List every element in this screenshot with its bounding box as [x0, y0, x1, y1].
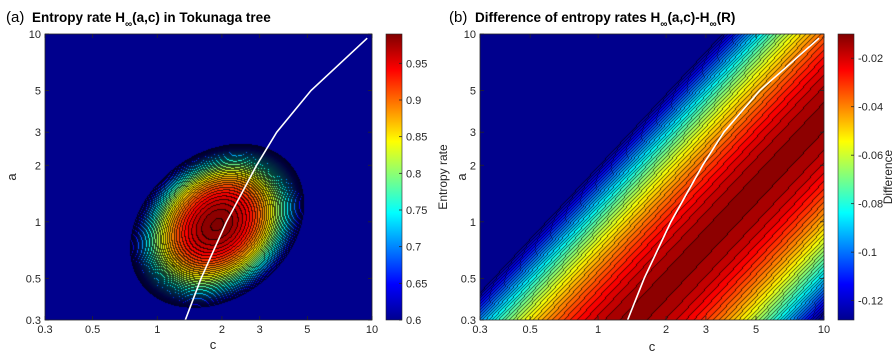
y-tick-label: 0.5 [26, 273, 41, 285]
colorbar-tick-label: 0.95 [406, 58, 427, 70]
y-tick-label: 2 [470, 160, 476, 172]
y-tick-label: 10 [464, 29, 476, 41]
x-tick-label: 5 [304, 324, 310, 336]
x-tick-label: 3 [257, 324, 263, 336]
colorbar-tick-label: 0.6 [406, 315, 421, 327]
panel-a-title: Entropy rate H∞(a,c) in Tokunaga tree [32, 10, 271, 30]
x-tick-label: 1 [595, 324, 601, 336]
panel-a-colorbar-ticks: 0.6 0.65 0.7 0.75 0.8 0.85 0.9 0.95 [399, 58, 427, 327]
panel-a-ticks: 0.3 0.5 1 2 3 5 10 0.3 0.5 1 2 3 5 10 [26, 29, 378, 336]
y-tick-label: 0.3 [26, 315, 41, 327]
panel-a-label: (a) [6, 9, 24, 26]
panel-b-colorbar-ticks: -0.02 -0.04 -0.06 -0.08 -0.1 -0.12 [851, 53, 883, 308]
colorbar-tick-label: -0.1 [858, 247, 877, 259]
colorbar-tick-label: -0.06 [858, 150, 883, 162]
panel-b-contour-field [480, 34, 824, 320]
y-tick-label: 2 [35, 160, 41, 172]
x-tick-label: 10 [818, 324, 830, 336]
panel-b-white-curve [626, 37, 820, 320]
y-tick-label: 0.3 [461, 315, 476, 327]
colorbar-tick-label: 0.9 [406, 95, 421, 107]
colorbar-tick-label: 0.7 [406, 242, 421, 254]
contour-image [480, 34, 824, 320]
x-tick-label: 0.3 [472, 324, 487, 336]
y-tick-label: 3 [35, 127, 41, 139]
colorbar-tick-label: -0.08 [858, 199, 883, 211]
panel-a-xlabel: c [210, 337, 217, 352]
y-tick-label: 1 [470, 217, 476, 229]
x-tick-label: 0.5 [85, 324, 100, 336]
colorbar-tick-label: 0.85 [406, 132, 427, 144]
x-tick-label: 3 [703, 324, 709, 336]
y-tick-label: 5 [470, 86, 476, 98]
y-tick-label: 1 [35, 217, 41, 229]
colorbar-tick-label: 0.65 [406, 278, 427, 290]
colorbar-tick-label: 0.8 [406, 168, 421, 180]
y-tick-label: 5 [35, 86, 41, 98]
panel-a-colorbar [385, 33, 403, 321]
x-tick-label: 0.3 [37, 324, 52, 336]
x-tick-label: 0.5 [522, 324, 537, 336]
panel-a-contour-field [45, 34, 372, 320]
colorbar-tick-label: -0.02 [858, 53, 883, 65]
panel-a-colorbar-label: Entropy rate [436, 144, 450, 210]
x-tick-label: 2 [663, 324, 669, 336]
colorbar-tick-label: 0.75 [406, 205, 427, 217]
contour-image [45, 34, 372, 320]
x-tick-label: 1 [154, 324, 160, 336]
y-tick-label: 3 [470, 127, 476, 139]
y-tick-label: 0.5 [461, 273, 476, 285]
panel-b-colorbar [837, 33, 855, 321]
panel-b-title: Difference of entropy rates H∞(a,c)-H∞(R… [475, 10, 735, 30]
panel-b-colorbar-label: Difference [881, 149, 895, 204]
panel-a-ylabel: a [4, 173, 19, 181]
x-tick-label: 10 [366, 324, 378, 336]
panel-a-white-curve [184, 37, 368, 320]
colorbar-tick-label: -0.04 [858, 102, 883, 114]
panel-b-axes-box [479, 33, 825, 321]
panel-b-label: (b) [449, 9, 467, 26]
panel-b-ylabel: a [454, 173, 469, 181]
panel-b-ticks: 0.3 0.5 1 2 3 5 10 0.3 0.5 1 2 3 5 10 [461, 29, 830, 336]
panel-b: (b) Difference of entropy rates H∞(a,c)-… [449, 9, 895, 352]
panel-a-axes-box [44, 33, 373, 321]
panel-a: (a) Entropy rate H∞(a,c) in Tokunaga tre… [4, 9, 450, 352]
y-tick-label: 10 [29, 29, 41, 41]
x-tick-label: 5 [753, 324, 759, 336]
panel-b-xlabel: c [649, 339, 656, 352]
x-tick-label: 2 [219, 324, 225, 336]
colorbar-tick-label: -0.12 [858, 296, 883, 308]
